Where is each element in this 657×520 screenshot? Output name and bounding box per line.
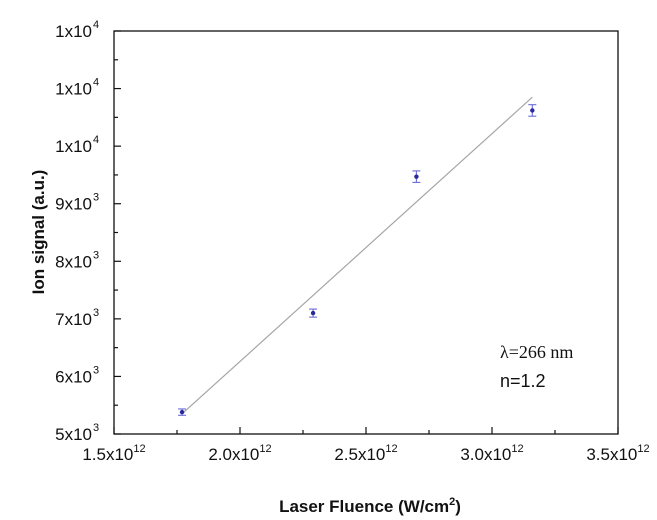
- ticks-layer: [113, 30, 619, 435]
- y-tick-exponent: 3: [93, 249, 99, 261]
- x-tick-mantissa: 3.0x10: [460, 445, 511, 464]
- x-tick-exponent: 12: [511, 443, 523, 455]
- point-layer: [179, 108, 535, 415]
- data-point: [179, 409, 185, 415]
- x-tick-mantissa: 2.0x10: [208, 445, 259, 464]
- y-tick-exponent: 3: [93, 192, 99, 204]
- y-tick-mantissa: 6x10: [55, 367, 92, 386]
- x-axis-title: Laser Fluence (W/cm2): [279, 496, 461, 516]
- x-tick-label: 1.5x1012: [82, 443, 145, 464]
- y-tick-label: 1x10: [55, 80, 92, 99]
- y-tick-label: 5x10: [55, 425, 92, 444]
- y-tick-exponent: 3: [93, 422, 99, 434]
- x-tick-exponent: 12: [637, 443, 649, 455]
- data-point: [530, 108, 535, 113]
- y-tick-label: 1x10: [55, 137, 92, 156]
- x-tick-exponent: 12: [385, 443, 397, 455]
- x-tick-exponent: 12: [259, 443, 271, 455]
- y-tick-label: 1x10: [55, 22, 92, 41]
- data-point: [310, 310, 316, 316]
- fit-line: [181, 96, 533, 415]
- data-point: [414, 174, 419, 179]
- y-tick-label: 9x10: [55, 195, 92, 214]
- x-tick-label: 2.0x1012: [208, 443, 271, 464]
- y-tick-mantissa: 8x10: [55, 252, 92, 271]
- y-tick-exponent: 4: [93, 134, 99, 146]
- y-axis-title: Ion signal (a.u.): [29, 170, 48, 295]
- x-tick-mantissa: 2.5x10: [334, 445, 385, 464]
- fit-layer: [181, 96, 533, 415]
- y-tick-exponent: 3: [93, 364, 99, 376]
- annotation-order: n=1.2: [500, 371, 546, 391]
- y-tick-exponent: 3: [93, 307, 99, 319]
- y-tick-mantissa: 5x10: [55, 425, 92, 444]
- x-tick-label: 3.5x1012: [586, 443, 649, 464]
- y-tick-mantissa: 7x10: [55, 310, 92, 329]
- y-tick-label: 6x10: [55, 367, 92, 386]
- x-tick-label: 2.5x1012: [334, 443, 397, 464]
- y-tick-label: 8x10: [55, 252, 92, 271]
- x-tick-mantissa: 1.5x10: [82, 445, 133, 464]
- y-tick-mantissa: 1x10: [55, 137, 92, 156]
- x-tick-labels: 1.5x1012 2.0x1012 2.5x1012 3.0x1012 3.5x1012: [82, 443, 649, 464]
- x-tick-exponent: 12: [133, 443, 145, 455]
- y-tick-mantissa: 1x10: [55, 80, 92, 99]
- y-tick-exponent: 4: [93, 77, 99, 89]
- y-tick-mantissa: 9x10: [55, 195, 92, 214]
- x-tick-label: 3.0x1012: [460, 443, 523, 464]
- x-tick-mantissa: 3.5x10: [586, 445, 637, 464]
- y-tick-mantissa: 1x10: [55, 22, 92, 41]
- annotation-wavelength: λ=266 nm: [500, 342, 573, 362]
- y-tick-label: 7x10: [55, 310, 92, 329]
- y-tick-exponent: 4: [93, 19, 99, 31]
